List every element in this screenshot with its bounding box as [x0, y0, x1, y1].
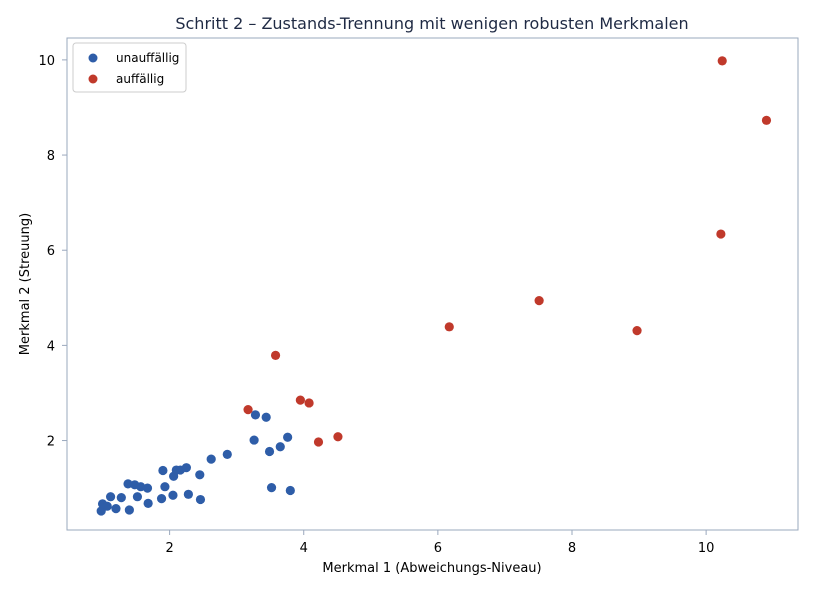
point-auffaellig: [313, 437, 324, 447]
point-unauffaellig: [250, 410, 261, 420]
point-unauffaellig: [168, 490, 178, 500]
legend-marker-unauffaellig: [88, 53, 98, 63]
y-tick-label: 2: [47, 435, 55, 450]
legend: unauffällig auffällig: [72, 42, 187, 93]
point-auffaellig: [444, 322, 454, 332]
x-axis: 2 4 6 8 10: [165, 530, 714, 556]
y-tick-label: 10: [38, 54, 55, 69]
point-unauffaellig: [116, 493, 126, 503]
point-auffaellig: [270, 350, 281, 360]
legend-label-auffaellig: auffällig: [116, 72, 164, 86]
chart-title: Schritt 2 – Zustands-Trennung mit wenige…: [175, 14, 688, 33]
point-unauffaellig: [222, 449, 232, 459]
point-unauffaellig: [143, 498, 153, 508]
point-unauffaellig: [181, 463, 191, 473]
point-unauffaellig: [156, 493, 167, 504]
point-unauffaellig: [142, 483, 153, 493]
point-unauffaellig: [105, 492, 116, 502]
legend-label-unauffaellig: unauffällig: [116, 51, 179, 65]
point-unauffaellig: [275, 442, 285, 452]
x-axis-label: Merkmal 1 (Abweichungs-Niveau): [322, 561, 541, 576]
x-tick-label: 6: [434, 541, 442, 556]
y-tick-label: 6: [47, 244, 55, 259]
point-auffaellig: [534, 296, 544, 306]
point-unauffaellig: [264, 446, 275, 457]
x-tick-label: 10: [698, 541, 715, 556]
point-unauffaellig: [249, 435, 259, 445]
point-unauffaellig: [285, 485, 295, 496]
point-unauffaellig: [160, 482, 170, 492]
data-points: [96, 56, 772, 516]
y-axis: 2 4 6 8 10: [38, 54, 67, 450]
point-unauffaellig: [261, 412, 271, 422]
point-unauffaellig: [195, 470, 205, 480]
y-tick-label: 4: [47, 339, 55, 354]
point-unauffaellig: [158, 465, 168, 476]
point-unauffaellig: [111, 503, 121, 514]
point-auffaellig: [716, 229, 726, 239]
y-tick-label: 8: [47, 149, 55, 164]
point-unauffaellig: [132, 492, 143, 502]
point-unauffaellig: [206, 454, 216, 464]
point-unauffaellig: [183, 489, 193, 499]
point-unauffaellig: [195, 494, 206, 505]
point-auffaellig: [295, 395, 305, 405]
point-unauffaellig: [283, 432, 293, 442]
point-auffaellig: [333, 432, 343, 442]
y-axis-label: Merkmal 2 (Streuung): [18, 213, 33, 355]
point-auffaellig: [761, 115, 772, 125]
x-tick-label: 8: [568, 541, 576, 556]
point-unauffaellig: [102, 501, 112, 511]
point-auffaellig: [304, 398, 314, 408]
point-unauffaellig: [123, 479, 133, 489]
point-auffaellig: [632, 326, 642, 336]
legend-box: [72, 42, 187, 93]
plot-area: [66, 37, 799, 531]
x-tick-label: 4: [300, 541, 308, 556]
legend-marker-auffaellig: [88, 74, 98, 84]
x-tick-label: 2: [165, 541, 173, 556]
point-auffaellig: [717, 56, 727, 66]
point-unauffaellig: [266, 483, 277, 493]
point-unauffaellig: [124, 505, 134, 515]
point-auffaellig: [243, 405, 253, 415]
